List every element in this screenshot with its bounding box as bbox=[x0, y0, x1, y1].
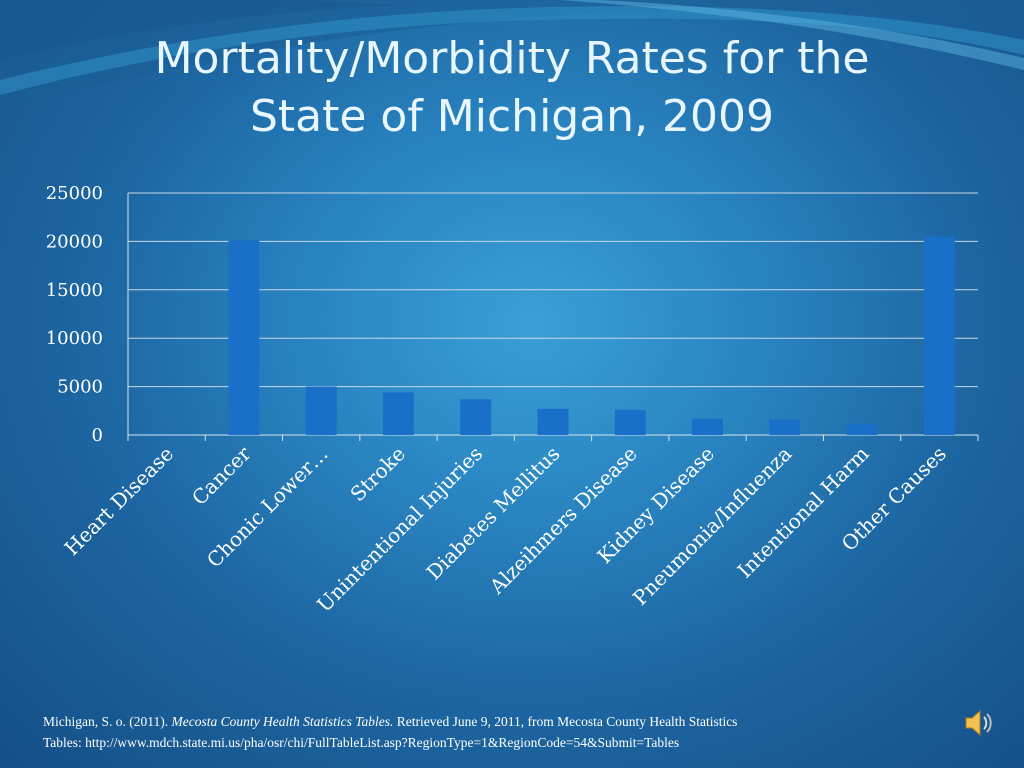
slide-title: Mortality/Morbidity Rates for the State … bbox=[0, 30, 1024, 146]
bar-chart: 0 5000 10000 15000 20000 25000 Heart Disease Ca… bbox=[46, 183, 979, 600]
category-label: Diabetes Mellitus bbox=[422, 442, 565, 585]
title-swoosh-decoration bbox=[0, 0, 1024, 110]
category-label: Heart Disease bbox=[60, 442, 179, 561]
category-label: Intentional Harm bbox=[733, 442, 874, 583]
citation-title: Mecosta County Health Statistics Tables. bbox=[171, 714, 394, 729]
slide-title-line1: Mortality/Morbidity Rates for the bbox=[154, 33, 870, 84]
category-label: Alzeihmers Disease bbox=[484, 442, 642, 600]
y-tick-label: 10000 bbox=[46, 328, 103, 349]
bar bbox=[692, 418, 723, 435]
bar bbox=[846, 423, 878, 435]
bar bbox=[305, 386, 337, 435]
category-label: Stroke bbox=[345, 442, 410, 507]
y-tick-label: 0 bbox=[92, 425, 103, 446]
y-tick-label: 5000 bbox=[57, 377, 103, 398]
bar bbox=[769, 419, 801, 435]
y-tick-label: 15000 bbox=[46, 280, 103, 301]
bar bbox=[537, 408, 569, 435]
bar bbox=[383, 392, 414, 435]
bar bbox=[614, 409, 646, 435]
bar bbox=[228, 240, 260, 435]
citation: Michigan, S. o. (2011). Mecosta County H… bbox=[43, 711, 978, 753]
speaker-icon[interactable] bbox=[962, 706, 996, 740]
slide-title-line2: State of Michigan, 2009 bbox=[249, 91, 775, 142]
bar bbox=[460, 399, 492, 435]
y-tick-label: 25000 bbox=[46, 183, 103, 204]
bar bbox=[923, 236, 955, 435]
category-label: Cancer bbox=[187, 441, 256, 510]
y-tick-label: 20000 bbox=[46, 231, 103, 252]
citation-url: Tables: http://www.mdch.state.mi.us/pha/… bbox=[43, 735, 680, 750]
citation-author: Michigan, S. o. (2011). bbox=[43, 714, 169, 729]
citation-retrieved: Retrieved June 9, 2011, from Mecosta Cou… bbox=[396, 714, 738, 729]
